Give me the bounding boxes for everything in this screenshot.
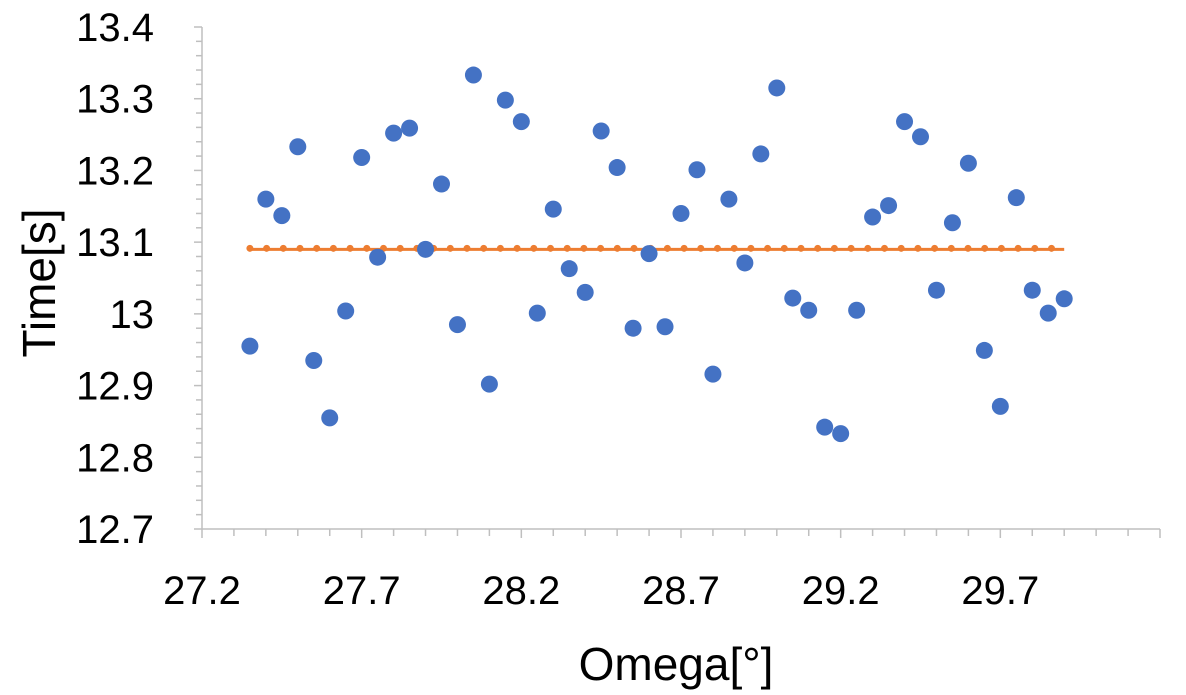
data-point <box>385 124 403 142</box>
data-point <box>959 154 977 172</box>
data-point <box>736 254 754 272</box>
data-point <box>688 161 706 179</box>
x-axis-title: Omega[°] <box>579 638 774 690</box>
x-axis: 27.2 27.7 28.2 28.7 29.2 29.7 <box>163 528 1161 613</box>
y-tick-label: 12.8 <box>76 436 154 480</box>
y-tick-label: 13.2 <box>76 149 154 193</box>
data-point <box>353 149 371 167</box>
data-point <box>369 248 387 266</box>
data-point <box>592 122 610 140</box>
data-point <box>896 113 914 131</box>
data-point <box>608 159 626 177</box>
y-axis-title: Time[s] <box>13 208 65 357</box>
data-point <box>528 304 546 322</box>
data-point <box>927 281 945 299</box>
data-point <box>448 316 466 334</box>
data-point <box>991 397 1009 415</box>
y-tick-label: 12.9 <box>76 365 154 409</box>
x-tick-label: 28.2 <box>482 569 560 613</box>
data-point <box>864 208 882 226</box>
data-point <box>975 341 993 359</box>
data-point <box>257 190 275 208</box>
data-point <box>1039 304 1057 322</box>
data-point <box>943 214 961 232</box>
data-point <box>624 319 642 337</box>
data-point <box>433 175 450 193</box>
data-point <box>496 91 514 109</box>
x-tick-label: 29.2 <box>802 569 880 613</box>
y-axis: 12.7 12.8 12.9 13 13.1 13.2 13.3 13.4 <box>76 6 203 552</box>
x-tick-label: 29.7 <box>961 569 1039 613</box>
data-point <box>720 190 738 208</box>
data-point <box>880 197 898 215</box>
x-tick-label: 27.7 <box>323 569 401 613</box>
data-point <box>480 375 498 393</box>
data-point <box>464 66 482 84</box>
x-tick-label: 28.7 <box>642 569 720 613</box>
data-point <box>305 351 323 369</box>
y-tick-label: 13.1 <box>76 221 154 265</box>
y-tick-label: 13.3 <box>76 78 154 122</box>
data-point <box>1055 290 1073 308</box>
data-point <box>656 318 674 336</box>
data-point <box>273 207 291 225</box>
data-point <box>640 245 658 263</box>
data-point <box>848 301 866 319</box>
data-point <box>289 138 307 156</box>
data-point <box>800 301 818 319</box>
data-point <box>816 418 834 436</box>
data-point <box>704 365 722 383</box>
data-point <box>417 240 435 258</box>
data-point <box>241 337 259 355</box>
data-point <box>512 113 530 131</box>
data-point <box>1023 281 1041 299</box>
y-tick-label: 13 <box>110 293 155 337</box>
x-tick-label: 27.2 <box>163 569 241 613</box>
data-point <box>768 79 786 97</box>
data-point <box>784 289 802 307</box>
data-point <box>560 260 578 278</box>
data-point <box>752 145 770 163</box>
y-tick-label: 13.4 <box>76 6 154 50</box>
plot-area <box>241 66 1073 443</box>
y-tick-label: 12.7 <box>76 508 154 552</box>
data-point <box>321 409 339 427</box>
data-point <box>401 119 419 137</box>
data-point <box>544 200 562 218</box>
data-point <box>1007 189 1025 207</box>
data-point <box>672 204 690 222</box>
data-point <box>912 128 929 146</box>
data-point <box>576 283 594 301</box>
data-point <box>832 425 850 443</box>
data-point <box>337 302 355 320</box>
